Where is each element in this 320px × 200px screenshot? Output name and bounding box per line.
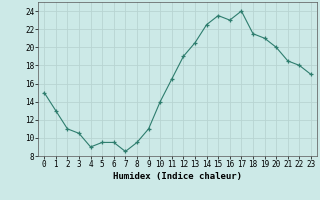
X-axis label: Humidex (Indice chaleur): Humidex (Indice chaleur) — [113, 172, 242, 181]
